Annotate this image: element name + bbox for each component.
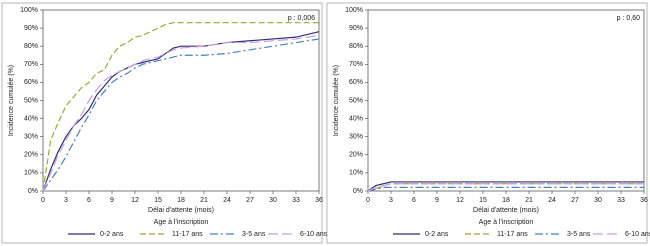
y-tick-label: 80% <box>24 43 38 50</box>
x-tick-label: 15 <box>154 197 162 204</box>
legend-title: Age à l'inscription <box>154 219 209 226</box>
series-line <box>367 183 644 192</box>
p-value: p : 0,60 <box>617 15 640 22</box>
series-line <box>42 38 320 192</box>
y-tick-label: 90% <box>24 25 38 32</box>
x-tick-label: 12 <box>131 197 139 204</box>
p-value: p : 0,006 <box>288 15 315 22</box>
x-tick-label: 27 <box>571 197 579 204</box>
x-tick-label: 18 <box>177 197 185 204</box>
y-tick-label: 40% <box>24 115 38 122</box>
y-tick-label: 80% <box>349 43 363 50</box>
y-tick-label: 40% <box>349 115 363 122</box>
legend-title: Age à l'inscription <box>479 219 534 226</box>
y-tick-label: 0% <box>353 188 363 195</box>
series-line <box>367 186 644 192</box>
y-tick-label: 50% <box>349 97 363 104</box>
x-tick-label: 27 <box>246 197 254 204</box>
x-tick-label: 30 <box>269 197 277 204</box>
y-tick-label: 20% <box>349 152 363 159</box>
x-tick-label: 24 <box>548 197 556 204</box>
x-tick-label: 36 <box>640 197 648 204</box>
legend-label: 6-10 ans <box>300 231 328 238</box>
x-tick-label: 12 <box>456 197 464 204</box>
legend-label: 11-17 ans <box>497 231 528 238</box>
x-tick-label: 18 <box>502 197 510 204</box>
y-tick-label: 10% <box>349 170 363 177</box>
legend-label: 0-2 ans <box>425 231 449 238</box>
y-tick-label: 60% <box>349 79 363 86</box>
y-tick-label: 20% <box>24 152 38 159</box>
plot-frame <box>42 9 320 192</box>
x-tick-label: 9 <box>435 197 439 204</box>
x-tick-label: 33 <box>617 197 625 204</box>
x-tick-label: 33 <box>292 197 300 204</box>
x-tick-label: 9 <box>110 197 114 204</box>
plot-frame <box>367 9 645 192</box>
y-tick-label: 90% <box>349 25 363 32</box>
series-line <box>42 34 320 192</box>
legend-label: 3-5 ans <box>242 231 266 238</box>
y-tick-label: 0% <box>28 188 38 195</box>
panel-border <box>326 2 648 244</box>
x-tick-label: 6 <box>87 197 91 204</box>
x-tick-label: 6 <box>412 197 416 204</box>
legend-label: 0-2 ans <box>100 231 124 238</box>
y-tick-label: 70% <box>24 61 38 68</box>
y-tick-label: 100% <box>345 7 363 14</box>
x-tick-label: 15 <box>479 197 487 204</box>
y-tick-label: 100% <box>20 7 38 14</box>
x-tick-label: 30 <box>594 197 602 204</box>
legend-label: 3-5 ans <box>567 231 591 238</box>
x-axis-title: Délai d'attente (mois) <box>473 207 539 214</box>
y-tick-label: 10% <box>24 170 38 177</box>
x-tick-label: 3 <box>389 197 393 204</box>
legend-label: 6-10 ans <box>625 231 650 238</box>
panel-border <box>1 2 323 244</box>
x-axis-title: Délai d'attente (mois) <box>148 207 214 214</box>
legend-label: 11-17 ans <box>172 231 203 238</box>
y-axis-title: Incidence cumulée (%) <box>333 65 340 136</box>
y-tick-label: 50% <box>24 97 38 104</box>
series-line <box>367 181 644 192</box>
x-tick-label: 0 <box>41 197 45 204</box>
y-tick-label: 30% <box>24 134 38 141</box>
x-tick-label: 24 <box>223 197 231 204</box>
y-axis-title: Incidence cumulée (%) <box>8 65 15 136</box>
x-tick-label: 3 <box>64 197 68 204</box>
x-tick-label: 36 <box>315 197 323 204</box>
series-line <box>42 22 319 192</box>
x-tick-label: 21 <box>200 197 208 204</box>
y-tick-label: 60% <box>24 79 38 86</box>
x-tick-label: 21 <box>525 197 533 204</box>
y-tick-label: 30% <box>349 134 363 141</box>
y-tick-label: 70% <box>349 61 363 68</box>
x-tick-label: 0 <box>366 197 370 204</box>
